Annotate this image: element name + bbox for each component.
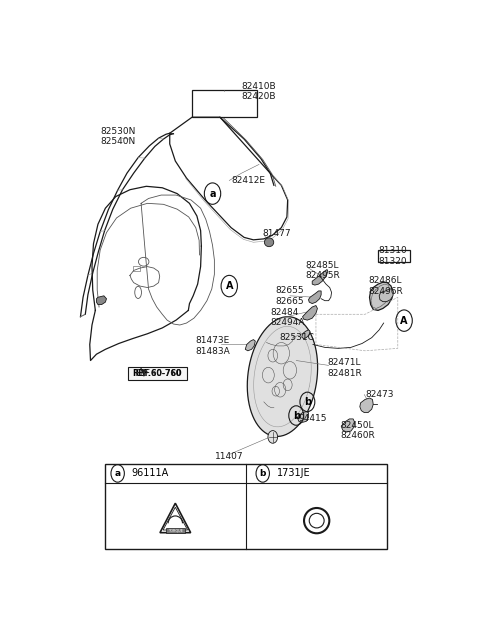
Text: 94415: 94415 <box>298 415 326 423</box>
Polygon shape <box>105 464 387 549</box>
Text: 82471L
82481R: 82471L 82481R <box>328 358 362 377</box>
Text: 1731JE: 1731JE <box>277 468 311 478</box>
Text: REF.60-760: REF.60-760 <box>134 369 181 378</box>
Text: 82410B
82420B: 82410B 82420B <box>242 82 276 101</box>
FancyBboxPatch shape <box>166 528 184 533</box>
Text: 11407: 11407 <box>215 452 243 461</box>
Polygon shape <box>312 269 328 285</box>
Text: b: b <box>260 469 266 478</box>
Text: 81477: 81477 <box>263 229 291 238</box>
Text: 82531C: 82531C <box>279 333 314 342</box>
Polygon shape <box>379 289 393 301</box>
Ellipse shape <box>264 238 274 246</box>
Text: 82485L
82495R: 82485L 82495R <box>305 261 340 280</box>
Text: a: a <box>115 469 121 478</box>
Text: 81310
81320: 81310 81320 <box>379 246 408 265</box>
Text: A: A <box>400 315 408 325</box>
Text: 82473: 82473 <box>365 390 394 399</box>
Polygon shape <box>247 317 318 437</box>
Text: TORQUE: TORQUE <box>168 528 183 533</box>
Circle shape <box>268 430 277 443</box>
Text: A: A <box>226 281 233 291</box>
Text: 82486L
82496R: 82486L 82496R <box>368 276 403 296</box>
Polygon shape <box>302 305 317 320</box>
Text: 96111A: 96111A <box>132 468 169 478</box>
Text: 82450L
82460R: 82450L 82460R <box>341 421 376 441</box>
Polygon shape <box>370 282 393 310</box>
Text: 82484
82494A: 82484 82494A <box>270 308 305 327</box>
Polygon shape <box>96 296 107 305</box>
Text: b: b <box>304 397 311 407</box>
Polygon shape <box>341 419 355 432</box>
Polygon shape <box>302 330 310 339</box>
FancyBboxPatch shape <box>128 367 187 379</box>
Polygon shape <box>360 398 373 413</box>
Text: 82655
82665: 82655 82665 <box>276 286 304 305</box>
Text: b: b <box>293 411 300 420</box>
Text: 81473E
81483A: 81473E 81483A <box>196 336 230 356</box>
Polygon shape <box>245 339 255 351</box>
Text: a: a <box>209 188 216 198</box>
Polygon shape <box>297 411 309 422</box>
Text: 82412E: 82412E <box>231 176 265 185</box>
Polygon shape <box>309 291 321 303</box>
Text: REF.60-760: REF.60-760 <box>132 368 182 378</box>
Text: 82530N
82540N: 82530N 82540N <box>100 127 135 147</box>
